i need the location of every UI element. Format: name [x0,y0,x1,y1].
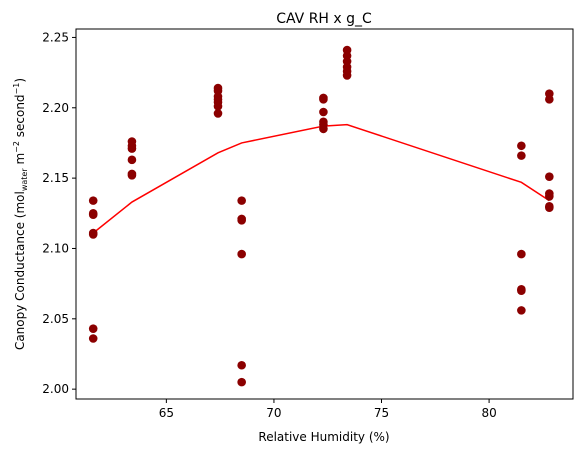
scatter-point [319,107,328,117]
scatter-point [319,124,328,134]
scatter-point [88,210,98,219]
y-tick-label: 2.20 [42,101,69,115]
scatter-point [517,151,526,160]
chart-title: CAV RH x g_C [276,11,372,27]
y-tick-label: 2.15 [42,171,69,185]
scatter-points-layer [88,45,554,387]
scatter-point [88,230,98,239]
scatter-point [342,71,352,80]
scatter-point [88,324,98,333]
scatter-point [213,102,223,111]
scatter-point [127,155,137,165]
scatter-point [517,306,526,315]
fit-line-layer [92,123,550,234]
y-tick-label: 2.25 [42,30,69,44]
fit-line [92,123,550,234]
y-axis-title-suffix: ) [13,78,27,83]
y-axis-title-mid2: second [13,94,27,141]
x-axis-title: Relative Humidity (%) [258,430,389,444]
x-tick-label: 75 [374,406,389,420]
scatter-point [319,95,328,104]
scatter-point [237,196,246,205]
x-tick-label: 70 [266,406,281,420]
scatter-point [545,203,554,212]
y-axis-title-mid1: m [13,153,27,169]
scatter-point [517,141,526,151]
y-axis: 2.00 2.05 2.10 2.15 2.20 2.25 [42,30,76,396]
y-axis-title-sub: water [20,168,29,192]
scatter-point [237,216,246,225]
x-axis: 65 70 75 80 [159,399,497,420]
y-tick-label: 2.10 [42,241,69,255]
scatter-point [545,95,554,104]
scatter-point [545,192,554,201]
x-tick-label: 65 [159,406,174,420]
y-axis-title-prefix: Canopy Conductance (mol [13,191,27,350]
y-tick-label: 2.05 [42,312,69,326]
plot-frame [75,28,574,400]
x-tick-label: 80 [481,406,496,420]
scatter-point [237,360,246,370]
scatter-point [127,144,137,153]
y-axis-title-sup1: −2 [12,141,21,153]
scatter-point [545,172,554,182]
plot-area [76,29,573,399]
y-tick-label: 2.00 [42,382,69,396]
scatter-point [517,249,526,259]
scatter-point [213,109,223,118]
scatter-point [237,377,246,387]
scatter-point [127,171,137,180]
scatter-point [237,249,246,259]
scatter-point [88,196,98,205]
scatter-point [517,286,526,295]
y-axis-title-sup2: −1 [12,83,21,95]
y-axis-title: Canopy Conductance (molwater m−2 second−… [12,78,29,350]
scatter-point [88,334,98,343]
